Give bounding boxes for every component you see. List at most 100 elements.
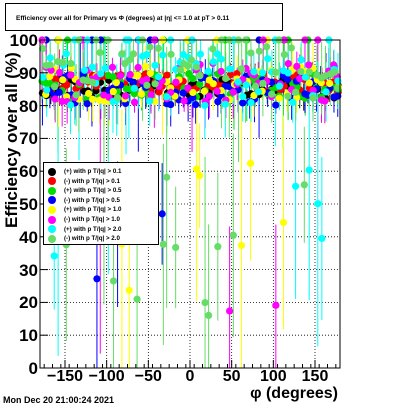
legend-entry: (-) with p T/|q| > 2.0 — [48, 234, 120, 243]
data-point — [284, 69, 292, 77]
data-point — [296, 75, 304, 83]
data-point — [297, 68, 305, 76]
data-point — [254, 88, 263, 96]
data-point — [39, 44, 47, 53]
data-point — [204, 311, 213, 320]
data-point — [62, 50, 70, 58]
data-point — [272, 301, 280, 309]
data-point — [291, 182, 300, 190]
data-point — [109, 87, 117, 96]
data-point — [279, 218, 288, 227]
data-point — [180, 97, 188, 105]
y-tick-label: 0 — [28, 359, 38, 378]
data-point — [143, 76, 151, 84]
data-point — [151, 61, 159, 69]
data-point — [289, 98, 297, 106]
data-point — [154, 73, 163, 81]
data-point — [43, 86, 51, 94]
data-point — [201, 298, 209, 307]
data-point — [217, 55, 225, 63]
legend-entry: (+) with p T/|q| > 0.5 — [48, 186, 121, 195]
chart-title: Efficiency over all for Primary vs Φ (de… — [16, 15, 230, 22]
data-point — [246, 159, 255, 167]
legend-marker — [48, 205, 56, 214]
data-point — [214, 98, 222, 106]
data-point — [258, 69, 267, 77]
x-tick-label: −150 — [46, 368, 84, 385]
data-point — [275, 82, 284, 90]
data-point — [209, 80, 217, 88]
data-point — [284, 59, 292, 68]
data-point — [51, 83, 59, 91]
data-point — [167, 50, 175, 58]
data-point — [195, 171, 204, 180]
data-point — [134, 63, 142, 72]
data-point — [85, 89, 93, 98]
data-point — [188, 74, 197, 83]
data-point — [184, 62, 192, 70]
legend-label: (-) with p T/|q| > 0.1 — [64, 177, 120, 185]
legend: (+) with p T/|q| > 0.1 (-) with p T/|q| >… — [43, 162, 159, 245]
data-point — [47, 66, 55, 74]
data-point — [214, 243, 222, 251]
data-point — [46, 61, 54, 69]
legend-marker — [48, 215, 56, 224]
data-point — [333, 84, 342, 92]
data-point — [39, 73, 47, 81]
data-point — [262, 43, 271, 51]
data-point — [50, 252, 58, 260]
x-tick-label: 100 — [259, 368, 287, 385]
data-point — [283, 76, 292, 84]
data-point — [83, 100, 91, 108]
data-point — [67, 71, 75, 79]
data-point — [151, 97, 159, 106]
data-point — [226, 307, 234, 315]
data-point — [126, 56, 134, 64]
x-axis-label: φ (degrees) — [250, 385, 338, 402]
y-tick-label: 80 — [19, 96, 38, 116]
data-point — [247, 49, 255, 57]
data-point — [234, 78, 242, 86]
y-tick-label: 70 — [19, 129, 38, 149]
data-point — [118, 50, 126, 58]
data-point — [122, 92, 130, 100]
y-tick-label: 20 — [19, 293, 38, 313]
data-point — [251, 82, 260, 90]
data-point — [247, 99, 255, 107]
data-point — [326, 79, 334, 88]
legend-label: (-) with p T/|q| > 0.5 — [64, 196, 120, 204]
data-point — [229, 88, 237, 96]
data-point — [63, 81, 71, 89]
data-point — [305, 79, 313, 87]
data-point — [204, 67, 212, 75]
data-point — [167, 100, 175, 109]
data-point — [66, 101, 75, 109]
timestamp: Mon Dec 20 21:00:24 2021 — [3, 395, 115, 405]
data-point — [205, 92, 213, 100]
data-point — [318, 234, 326, 243]
data-point — [280, 50, 288, 59]
data-point — [159, 240, 167, 248]
legend-marker — [48, 225, 56, 234]
data-point — [158, 210, 166, 218]
y-tick-label: 60 — [19, 162, 38, 182]
data-point — [259, 79, 267, 87]
data-point — [130, 78, 138, 86]
data-point — [96, 48, 104, 57]
legend-marker — [48, 186, 56, 195]
data-point — [272, 68, 280, 76]
data-point — [229, 231, 237, 239]
data-point — [151, 80, 159, 88]
x-tick-label: 0 — [185, 368, 195, 385]
data-point — [146, 69, 154, 77]
data-point — [143, 81, 151, 89]
data-point — [209, 45, 217, 53]
data-point — [55, 68, 64, 77]
data-point — [305, 166, 313, 174]
legend-marker — [48, 167, 56, 176]
legend-entry: (+) with p T/|q| > 2.0 — [48, 225, 121, 234]
data-point — [51, 95, 59, 103]
data-point — [189, 93, 197, 102]
data-point — [109, 73, 117, 81]
